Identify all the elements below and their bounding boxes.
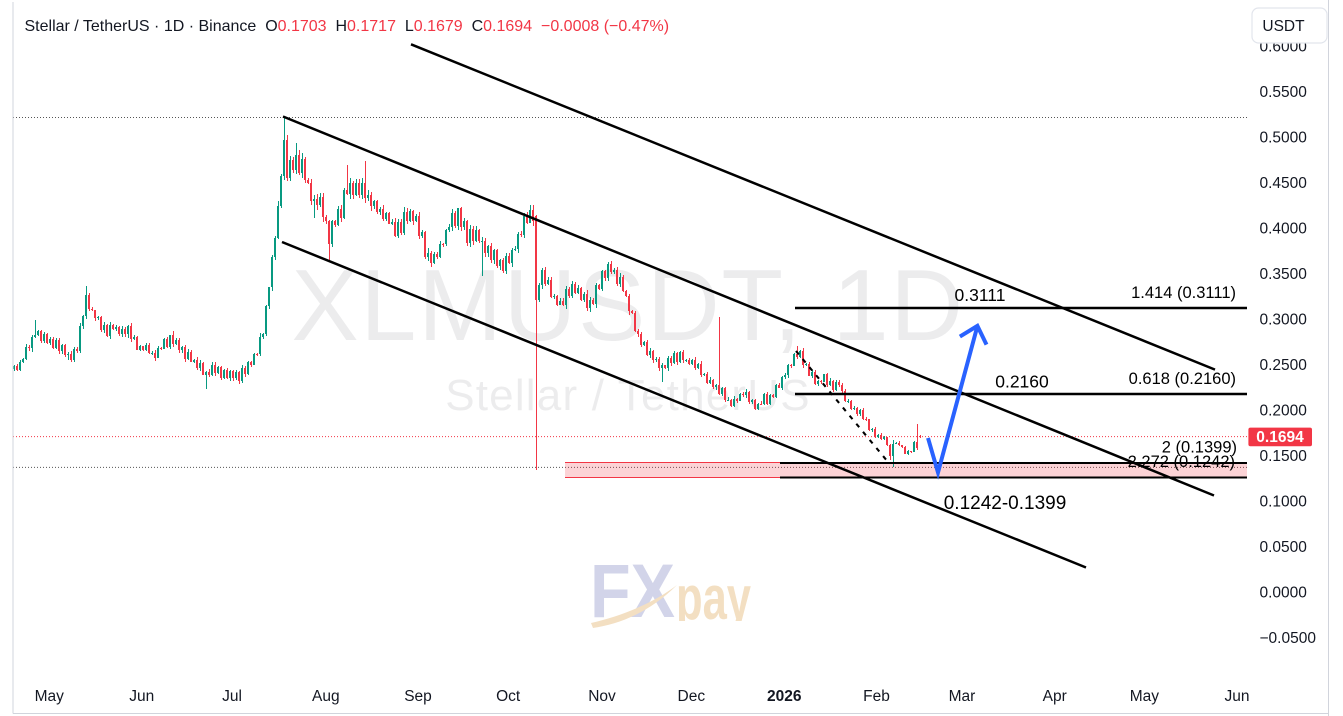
svg-text:0.2160: 0.2160 [995,372,1049,392]
svg-text:XLMUSDT, 1D: XLMUSDT, 1D [291,250,964,362]
svg-text:Nov: Nov [588,688,616,705]
svg-text:2026: 2026 [767,688,802,705]
svg-text:0.3111: 0.3111 [955,285,1006,305]
svg-text:0.1000: 0.1000 [1260,494,1308,511]
svg-text:0.5000: 0.5000 [1260,130,1308,147]
svg-text:Sep: Sep [404,688,432,705]
svg-text:0.1500: 0.1500 [1260,448,1308,465]
svg-text:Stellar / TetherUS · 1D · Bina: Stellar / TetherUS · 1D · Binance O0.170… [25,18,670,35]
svg-text:Jun: Jun [129,688,154,705]
svg-text:Apr: Apr [1043,688,1067,705]
svg-text:pay: pay [676,564,751,633]
svg-text:0.1242-0.1399: 0.1242-0.1399 [944,493,1067,514]
svg-text:−0.0500: −0.0500 [1260,630,1317,647]
svg-text:2.272 (0.1242): 2.272 (0.1242) [1128,453,1235,471]
svg-text:USDT: USDT [1262,18,1305,35]
svg-text:Oct: Oct [496,688,521,705]
svg-text:May: May [35,688,65,705]
svg-text:Feb: Feb [863,688,890,705]
svg-text:0.1694: 0.1694 [1256,429,1304,446]
svg-text:0.2000: 0.2000 [1260,403,1308,420]
svg-text:0.0500: 0.0500 [1260,539,1308,556]
svg-text:Jul: Jul [222,688,242,705]
svg-text:Jun: Jun [1225,688,1250,705]
svg-text:0.0000: 0.0000 [1260,585,1308,602]
svg-text:0.2500: 0.2500 [1260,357,1308,374]
svg-text:0.4000: 0.4000 [1260,221,1308,238]
svg-text:0.4500: 0.4500 [1260,175,1308,192]
svg-text:Aug: Aug [312,688,340,705]
svg-text:1.414 (0.3111): 1.414 (0.3111) [1131,284,1236,302]
svg-text:Mar: Mar [949,688,976,705]
svg-text:May: May [1130,688,1160,705]
svg-text:0.618 (0.2160): 0.618 (0.2160) [1129,370,1236,388]
svg-text:0.3000: 0.3000 [1260,312,1308,329]
svg-text:0.3500: 0.3500 [1260,266,1308,283]
svg-text:Dec: Dec [678,688,706,705]
svg-text:2 (0.1399): 2 (0.1399) [1162,439,1237,457]
svg-text:Stellar / TetherUS: Stellar / TetherUS [445,371,811,420]
svg-text:0.5500: 0.5500 [1260,84,1308,101]
